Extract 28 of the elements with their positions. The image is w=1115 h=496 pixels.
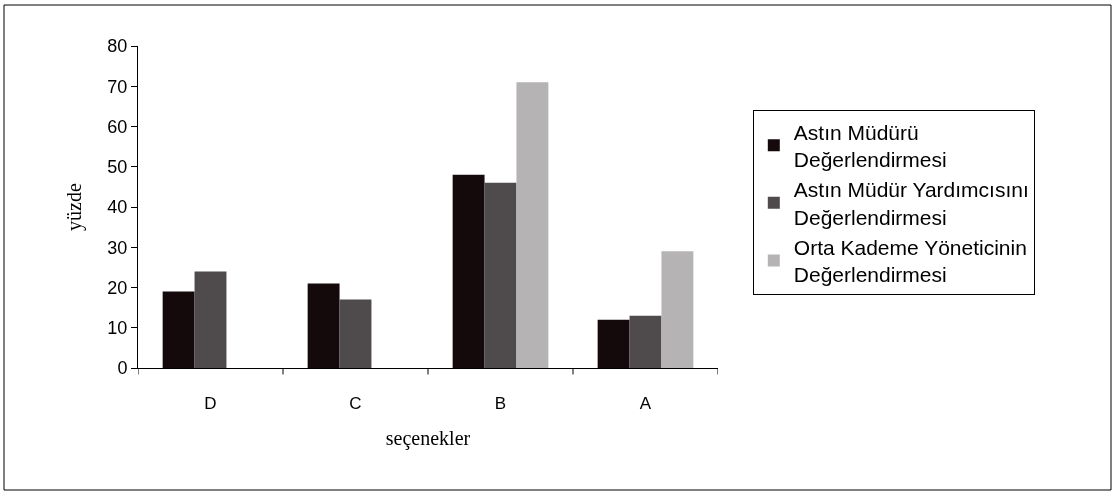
bar xyxy=(194,271,227,368)
bar xyxy=(484,182,517,368)
y-tick-label: 70 xyxy=(107,76,128,97)
y-tick-label: 20 xyxy=(107,277,128,298)
bar xyxy=(162,291,195,368)
legend-label: Astın Müdür Yardımcısını Değerlendirmesi xyxy=(793,178,1029,229)
y-tick-label: 60 xyxy=(107,116,128,137)
x-tick-label: C xyxy=(349,394,362,414)
y-tick-label: 50 xyxy=(107,157,128,178)
x-axis-title: seçenekler xyxy=(385,426,471,450)
bar xyxy=(597,319,630,368)
bar xyxy=(452,174,485,368)
x-tick-label: A xyxy=(639,394,652,414)
y-tick-label: 40 xyxy=(107,197,128,218)
bar xyxy=(339,299,372,368)
x-tick-label: B xyxy=(494,394,507,414)
bar xyxy=(516,82,549,368)
bar xyxy=(661,251,694,368)
y-tick-label: 30 xyxy=(107,237,128,258)
bar xyxy=(629,315,662,368)
bar xyxy=(307,283,340,368)
y-tick-label: 0 xyxy=(117,358,128,379)
y-tick-label: 80 xyxy=(107,36,128,57)
y-tick-label: 10 xyxy=(107,318,128,339)
x-tick-label: D xyxy=(204,394,217,414)
legend-label: Orta Kademe Yöneticinin Değerlendirmesi xyxy=(793,235,1027,287)
y-axis-title: yüzde xyxy=(62,183,86,231)
legend-label: Astın Müdürü Değerlendirmesi xyxy=(793,120,947,172)
